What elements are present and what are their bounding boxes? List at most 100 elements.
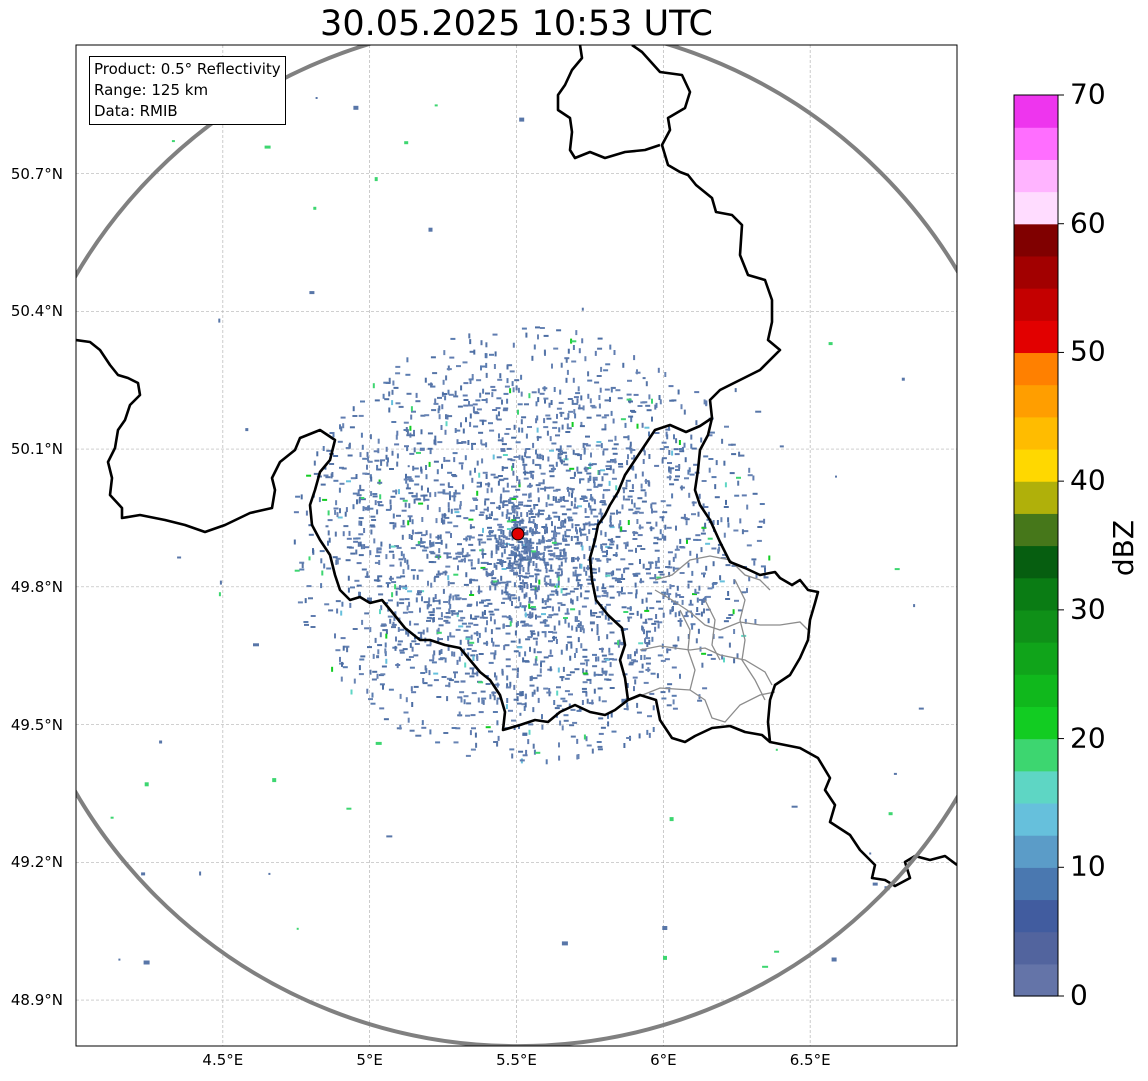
echo-cell: [620, 592, 626, 595]
echo-cell: [501, 589, 504, 595]
echo-cell: [607, 713, 609, 719]
echo-cell: [714, 496, 720, 499]
echo-cell: [755, 573, 758, 578]
echo-cell: [570, 536, 573, 541]
echo-cell: [566, 608, 569, 614]
echo-cell: [566, 508, 572, 511]
echo-cell: [377, 649, 380, 655]
echo-cell: [334, 633, 336, 639]
echo-cell: [455, 552, 461, 555]
colorbar-segment: [1014, 642, 1058, 675]
echo-cell: [607, 546, 613, 549]
reflectivity-echoes: [110, 89, 924, 968]
echo-cell: [535, 556, 540, 559]
echo-cell: [560, 521, 563, 527]
echo-cell: [450, 533, 452, 538]
echo-cell: [428, 561, 434, 563]
echo-cell: [629, 606, 632, 612]
echo-cell: [374, 637, 377, 643]
echo-cell: [448, 486, 454, 488]
echo-cell: [597, 673, 603, 676]
echo-cell: [518, 526, 524, 529]
echo-cell: [567, 516, 573, 519]
echo-cell: [522, 546, 528, 548]
echo-cell: [491, 577, 497, 580]
echo-cell: [508, 498, 511, 504]
echo-cell: [601, 594, 607, 597]
echo-cell: [556, 574, 562, 577]
echo-cell: [560, 411, 563, 417]
echo-cell: [577, 556, 579, 562]
echo-cell: [427, 432, 433, 435]
echo-cell: [527, 636, 533, 639]
echo-cell: [518, 750, 524, 753]
echo-cell: [428, 611, 434, 614]
echo-cell: [536, 551, 539, 557]
colorbar-segment: [1014, 867, 1058, 901]
echo-cell: [118, 958, 121, 961]
echo-cell: [455, 727, 461, 730]
echo-cell: [674, 567, 680, 570]
echo-cell: [558, 401, 564, 404]
echo-cell: [634, 679, 637, 685]
echo-cell: [512, 387, 515, 393]
echo-cell: [313, 206, 317, 210]
echo-cell: [369, 627, 372, 633]
echo-cell: [502, 409, 508, 412]
echo-cell: [506, 398, 509, 404]
echo-cell: [438, 572, 444, 575]
echo-cell: [690, 443, 693, 449]
echo-cell: [474, 732, 477, 738]
echo-cell: [517, 409, 519, 415]
echo-cell: [408, 601, 411, 607]
echo-cell: [404, 141, 409, 145]
echo-cell: [550, 400, 553, 405]
echo-cell: [396, 430, 399, 436]
echo-cell: [491, 392, 494, 398]
echo-cell: [487, 574, 493, 577]
echo-cell: [412, 495, 418, 498]
echo-cell: [737, 480, 740, 486]
echo-cell: [466, 702, 472, 705]
echo-cell: [648, 431, 650, 437]
echo-cell: [635, 547, 637, 553]
echo-cell: [705, 595, 711, 598]
echo-cell: [531, 691, 534, 697]
echo-cell: [397, 627, 400, 632]
echo-cell: [701, 572, 706, 575]
echo-cell: [512, 342, 515, 348]
echo-cell: [110, 816, 114, 819]
echo-cell: [396, 576, 402, 579]
echo-cell: [476, 460, 479, 466]
echo-cell: [350, 477, 356, 480]
echo-cell: [448, 595, 451, 601]
echo-cell: [538, 579, 541, 585]
echo-cell: [651, 508, 653, 514]
echo-cell: [475, 505, 478, 510]
echo-cell: [555, 532, 561, 535]
echo-cell: [594, 558, 600, 561]
echo-cell: [486, 538, 492, 541]
echo-cell: [159, 740, 163, 744]
echo-cell: [652, 727, 655, 732]
echo-cell: [456, 439, 459, 445]
echo-cell: [385, 582, 391, 585]
echo-cell: [495, 538, 498, 543]
echo-cell: [469, 379, 472, 384]
echo-cell: [531, 612, 534, 618]
echo-cell: [511, 485, 516, 488]
info-product: Product: 0.5° Reflectivity: [94, 60, 281, 78]
echo-cell: [321, 570, 324, 576]
echo-cell: [525, 572, 531, 575]
echo-cell: [356, 562, 362, 565]
echo-cell: [698, 598, 704, 601]
echo-cell: [453, 492, 456, 498]
echo-cell: [531, 585, 537, 588]
echo-cell: [471, 649, 477, 652]
echo-cell: [575, 579, 581, 582]
echo-cell: [407, 717, 410, 723]
echo-cell: [485, 372, 488, 378]
echo-cell: [553, 700, 556, 705]
echo-cell: [667, 683, 673, 686]
echo-cell: [507, 458, 513, 461]
